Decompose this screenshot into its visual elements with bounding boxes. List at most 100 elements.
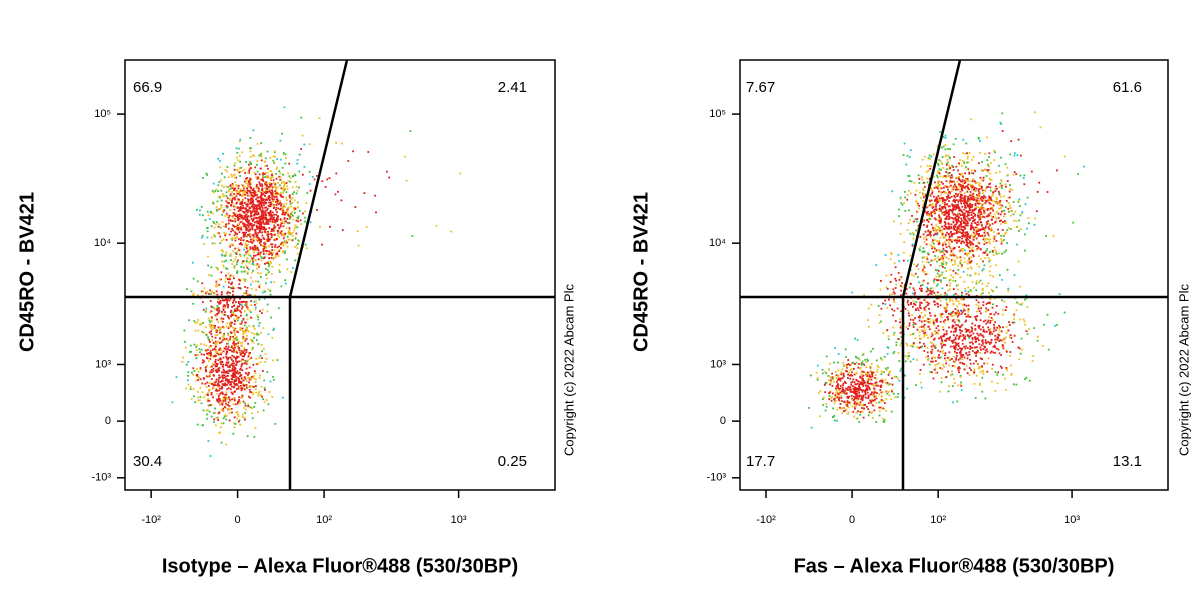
event-dot [954,216,957,219]
event-dot [911,232,914,234]
event-dot [266,233,269,236]
event-dot [930,199,933,202]
event-dot [944,144,947,146]
event-dot [934,212,936,215]
event-dot [247,209,250,212]
event-dot [254,232,257,234]
event-dot [884,390,887,393]
event-dot [871,391,873,394]
event-dot [998,232,1000,235]
event-dot [260,257,263,259]
event-dot [227,346,230,349]
event-dot [870,400,872,403]
event-dot [269,182,271,184]
event-dot [224,384,227,387]
event-dot [226,378,229,381]
event-dot [272,195,275,198]
event-dot [341,229,344,231]
event-dot [281,221,284,224]
event-dot [962,229,965,231]
event-dot [958,224,961,227]
event-dot [204,368,207,371]
event-dot [232,335,234,338]
event-dot [198,348,201,350]
event-dot [246,257,249,259]
event-dot [985,303,988,305]
event-dot [935,249,938,251]
event-dot [225,378,228,380]
event-dot [857,401,860,404]
event-dot [226,388,229,391]
event-dot [1010,210,1013,213]
event-dot [252,257,255,260]
event-dot [940,193,943,196]
event-dot [231,393,234,395]
event-dot [215,378,218,381]
event-dot [844,392,846,395]
event-dot [275,206,278,209]
event-dot [967,155,969,158]
event-dot [207,349,209,351]
event-dot [967,199,969,202]
event-dot [280,242,283,244]
event-dot [280,219,283,222]
event-dot [854,383,857,386]
event-dot [246,307,249,309]
event-dot [214,353,217,356]
event-dot [235,349,238,352]
event-dot [966,188,969,190]
event-dot [216,307,219,310]
event-dot [208,331,211,334]
event-dot [830,399,833,402]
event-dot [232,350,235,353]
event-dot [272,204,275,206]
event-dot [870,411,872,414]
event-dot [244,301,247,304]
event-dot [264,181,267,184]
event-dot [223,254,225,257]
event-dot [868,374,871,377]
event-dot [341,142,343,145]
event-dot [959,231,961,234]
event-dot [929,165,931,167]
event-dot [231,195,234,197]
event-dot [1021,212,1023,215]
event-dot [944,241,946,243]
event-dot [207,394,209,396]
event-dot [238,377,241,380]
event-dot [235,253,238,255]
event-dot [253,224,255,226]
event-dot [969,206,972,208]
event-dot [950,226,952,228]
event-dot [206,399,209,401]
event-dot [950,259,953,261]
event-dot [966,161,968,164]
event-dot [206,290,209,293]
event-dot [955,199,958,201]
event-dot [962,298,965,301]
event-dot [973,186,976,189]
event-dot [983,240,986,242]
event-dot [938,218,941,221]
event-dot [938,184,941,186]
event-dot [249,227,252,230]
event-dot [853,392,856,394]
event-dot [957,264,959,267]
event-dot [262,398,264,400]
event-dot [975,206,978,209]
event-dot [234,218,237,221]
event-dot [917,227,919,230]
event-dot [954,272,957,275]
event-dot [234,339,236,341]
event-dot [952,252,954,255]
event-dot [244,201,247,204]
event-dot [242,266,245,269]
event-dot [271,336,274,339]
event-dot [930,211,933,213]
event-dot [230,358,233,361]
event-dot [202,177,204,179]
event-dot [240,242,242,244]
event-dot [999,223,1002,225]
event-dot [233,351,236,353]
event-dot [239,402,241,404]
